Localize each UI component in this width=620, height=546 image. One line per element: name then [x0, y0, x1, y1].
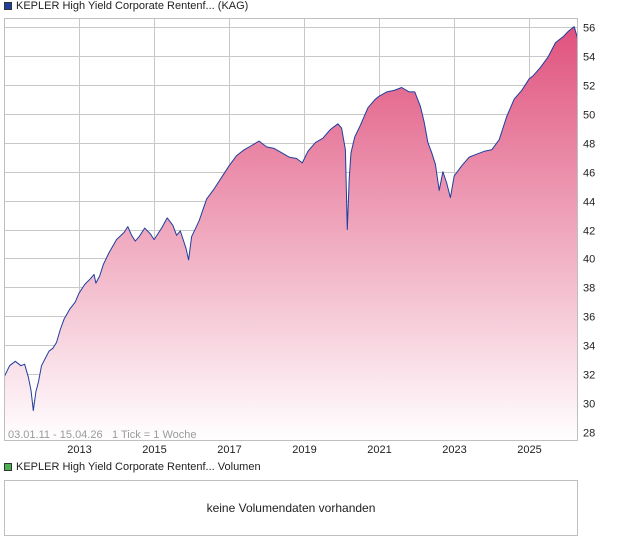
- price-legend: KEPLER High Yield Corporate Rentenf... (…: [4, 0, 248, 12]
- y-tick-label: 50: [583, 110, 595, 122]
- x-tick-label: 2025: [517, 444, 541, 456]
- y-tick-label: 28: [583, 428, 595, 440]
- price-legend-swatch: [4, 2, 12, 10]
- y-axis: 28 30 32 34 36 38 40 42 44 46 48 50 52 54 56: [583, 23, 595, 440]
- x-axis: 2013 2015 2017 2019 2021 2023 2025: [67, 444, 541, 456]
- y-tick-label: 44: [583, 197, 595, 209]
- volume-legend-label: KEPLER High Yield Corporate Rentenf... V…: [16, 461, 261, 473]
- y-tick-label: 34: [583, 341, 595, 353]
- y-tick-label: 42: [583, 226, 595, 238]
- plot-border: [4, 18, 578, 441]
- x-tick-label: 2013: [67, 444, 91, 456]
- date-range-label: 03.01.11 - 15.04.26: [8, 429, 103, 441]
- price-legend-label: KEPLER High Yield Corporate Rentenf... (…: [16, 0, 249, 12]
- x-tick-label: 2021: [367, 444, 391, 456]
- x-tick-label: 2019: [292, 444, 316, 456]
- x-tick-label: 2015: [142, 444, 166, 456]
- y-tick-label: 56: [583, 23, 595, 35]
- y-tick-label: 32: [583, 370, 595, 382]
- volume-legend-swatch: [4, 463, 12, 471]
- tick-info-label: 1 Tick = 1 Woche: [112, 429, 196, 441]
- y-tick-label: 30: [583, 399, 595, 411]
- price-area: [4, 26, 578, 441]
- y-tick-label: 36: [583, 312, 595, 324]
- y-tick-label: 54: [583, 52, 595, 64]
- y-tick-label: 38: [583, 283, 595, 295]
- series-layer: [4, 26, 578, 441]
- price-line: [4, 26, 578, 412]
- y-tick-label: 46: [583, 168, 595, 180]
- volume-panel: keine Volumendaten vorhanden: [4, 480, 578, 536]
- y-tick-label: 48: [583, 139, 595, 151]
- x-tick-label: 2017: [217, 444, 241, 456]
- no-volume-message: keine Volumendaten vorhanden: [206, 501, 376, 515]
- y-tick-label: 52: [583, 81, 595, 93]
- x-tick-label: 2023: [442, 444, 466, 456]
- y-tick-label: 40: [583, 254, 595, 266]
- volume-legend: KEPLER High Yield Corporate Rentenf... V…: [4, 461, 261, 473]
